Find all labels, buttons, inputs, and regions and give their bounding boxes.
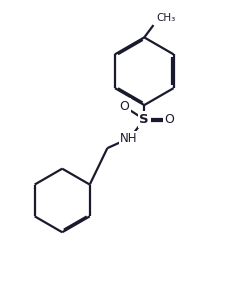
Text: CH₃: CH₃: [157, 12, 176, 23]
Text: S: S: [139, 113, 149, 126]
Text: O: O: [164, 113, 174, 126]
Text: O: O: [119, 100, 129, 113]
Text: NH: NH: [120, 132, 138, 145]
